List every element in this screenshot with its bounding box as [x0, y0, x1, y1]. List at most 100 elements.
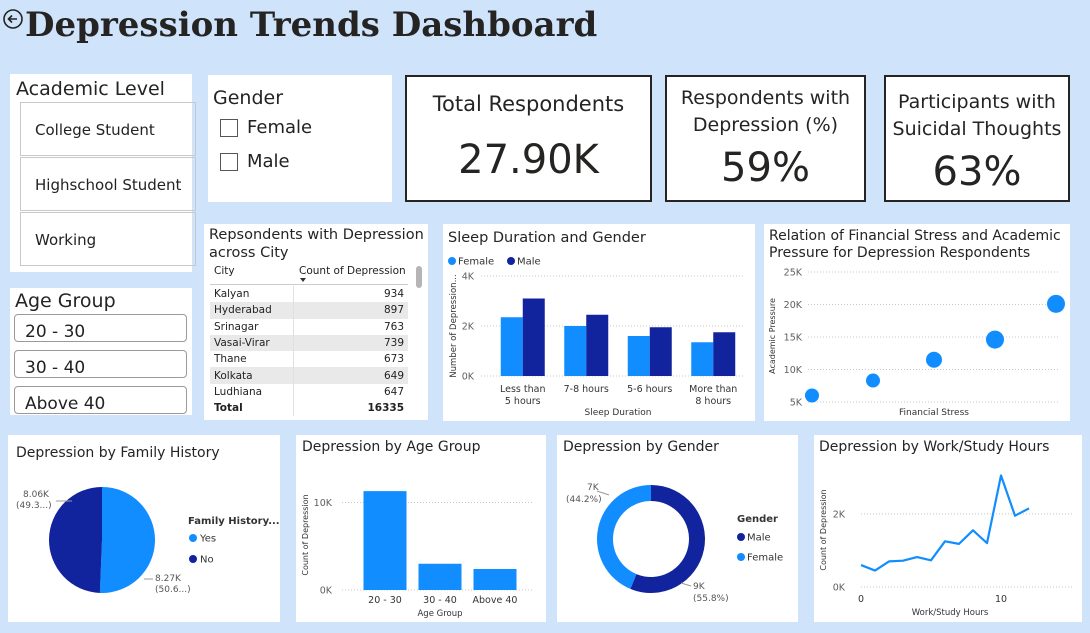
x-tick-label: Above 40 [473, 595, 518, 606]
table-cell-city: Srinagar [210, 318, 329, 335]
data-label-female-percent: (44.2%) [566, 495, 602, 505]
table-column-divider [293, 286, 294, 416]
table-row[interactable]: Hyderabad 897 [210, 302, 408, 319]
x-tick-label: More than [689, 384, 737, 395]
male-checkbox[interactable] [220, 153, 238, 171]
table-cell-count: 647 [328, 383, 408, 401]
y-tick-label: 15K [784, 333, 803, 344]
data-label-male-percent: (55.8%) [693, 594, 729, 604]
table-cell-city: Thane [210, 351, 329, 368]
academic-level-item-working[interactable]: Working [20, 212, 196, 266]
y-axis-label: Academic Pressure [768, 298, 777, 374]
bar [418, 563, 462, 590]
table-cell-city: Ludhiana [210, 383, 329, 401]
gender-chart: 9K (55.8%) 7K (44.2%) Gender Male Female [566, 483, 783, 604]
table-cell-city: Kolkata [210, 367, 329, 384]
y-tick-label: 0K [320, 586, 333, 597]
academic-level-item-college[interactable]: College Student [20, 102, 196, 156]
female-checkbox[interactable] [220, 119, 238, 137]
total-respondents-card: Total Respondents 27.90K [405, 75, 652, 202]
y-tick-label: 0K [833, 583, 846, 594]
legend-marker-yes [189, 534, 197, 542]
table-cell-count: 763 [328, 318, 408, 335]
x-axis-label: Financial Stress [899, 408, 969, 418]
table-header-divider [210, 284, 408, 285]
scatter-point [805, 388, 819, 403]
age-group-title: Age Group [15, 290, 116, 312]
legend-label-no: No [200, 555, 214, 566]
legend-title: Family History... [188, 516, 280, 527]
table-cell-count: 934 [328, 286, 408, 303]
back-arrow-icon[interactable] [2, 8, 24, 30]
x-tick-label-line2: 5 hours [505, 396, 541, 407]
bar [473, 569, 517, 590]
male-checkbox-label[interactable]: Male [247, 151, 290, 172]
count-column-header[interactable]: Count of Depression [299, 265, 406, 277]
city-column-header[interactable]: City [214, 265, 235, 277]
legend-title: Gender [737, 514, 778, 525]
work-hours-chart-panel: Depression by Work/Study Hours 0K 2K Count… [814, 435, 1082, 622]
legend-label-yes: Yes [199, 534, 216, 545]
page-title: Depression Trends Dashboard [25, 5, 598, 45]
data-label-male-value: 9K [693, 582, 706, 592]
total-respondents-label: Total Respondents [432, 92, 625, 116]
table-cell-count: 673 [328, 351, 408, 368]
data-label-yes-percent: (50.6...) [155, 585, 191, 595]
table-row[interactable]: Vasai-Virar 739 [210, 334, 408, 352]
table-cell-count: 739 [328, 334, 408, 352]
y-tick-label: 20K [784, 300, 803, 311]
y-tick-label: 4K [462, 272, 475, 283]
scatter-point [866, 373, 880, 388]
table-cell-city: Hyderabad [210, 302, 329, 319]
gender-slicer: Gender Female Male [208, 75, 392, 202]
academic-level-slicer: Academic Level College Student Highschoo… [10, 74, 196, 272]
female-checkbox-label[interactable]: Female [247, 117, 313, 138]
table-row[interactable]: Kalyan 934 [210, 286, 408, 303]
legend-label-female: Female [747, 553, 783, 564]
x-tick-label: 7-8 hours [564, 384, 609, 395]
x-tick-label: 10 [995, 594, 1007, 605]
financial-stress-chart: 5K 10K 15K 20K 25K Academic Pressure Financial… [768, 268, 1065, 418]
table-row[interactable]: Srinagar 763 [210, 318, 408, 335]
y-tick-label: 0K [462, 372, 475, 383]
sleep-chart-title: Sleep Duration and Gender [448, 230, 646, 246]
table-cell-count: 649 [328, 367, 408, 384]
y-axis-label: Count of Depression [301, 494, 310, 575]
academic-level-item-highschool[interactable]: Highschool Student [20, 157, 196, 211]
age-group-item-above-40[interactable]: Above 40 [14, 386, 187, 414]
financial-stress-chart-panel: Relation of Financial Stress and Academi… [764, 224, 1070, 421]
legend-marker-male [737, 533, 745, 541]
legend-label-male: Male [747, 533, 771, 544]
y-tick-label: 10K [314, 498, 333, 509]
x-tick-label: Less than [500, 384, 545, 395]
x-tick-label: 30 - 40 [423, 595, 457, 606]
age-group-item-30-40[interactable]: 30 - 40 [14, 350, 187, 378]
financial-chart-title: Relation of Financial Stress and Academi… [769, 228, 1061, 261]
age-group-item-20-30[interactable]: 20 - 30 [14, 314, 187, 342]
city-table-title: Repsondents with Depression across City [209, 227, 424, 261]
bar-male [713, 332, 736, 376]
data-label-no-percent: (49.3...) [16, 501, 52, 511]
bar-male [586, 314, 609, 376]
bar [363, 491, 407, 590]
suicidal-thoughts-card: Participants with Suicidal Thoughts 63% [884, 75, 1070, 202]
x-tick-label: 5-6 hours [627, 384, 672, 395]
scatter-point [986, 330, 1004, 349]
table-scrollbar[interactable] [416, 266, 422, 288]
suicidal-thoughts-value: 63% [932, 149, 1022, 195]
y-tick-label: 10K [784, 365, 803, 376]
legend-label-male: Male [517, 257, 541, 268]
y-tick-label: 25K [784, 268, 803, 279]
table-row[interactable]: Kolkata 649 [210, 367, 408, 384]
table-row[interactable]: Thane 673 [210, 351, 408, 368]
gender-chart-title: Depression by Gender [563, 439, 719, 455]
city-table-panel: Repsondents with Depression across City … [204, 224, 428, 420]
family-history-chart: 8.27K(50.6...) 8.06K(49.3...) Family Histo… [16, 487, 280, 595]
work-hours-chart: 0K 2K Count of Depression 0 10 Work/Study Hou… [819, 474, 1072, 618]
table-row[interactable]: Ludhiana 647 [210, 383, 408, 401]
academic-level-title: Academic Level [16, 78, 165, 100]
donut-slice-male [630, 485, 705, 593]
bar-female [691, 342, 714, 376]
table-cell-city: Kalyan [210, 286, 329, 303]
